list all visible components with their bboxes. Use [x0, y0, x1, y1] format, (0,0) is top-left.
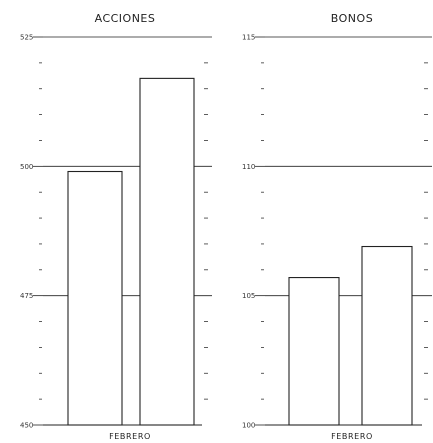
bonos-bar-1: [288, 277, 340, 426]
acciones-bar-1: [67, 170, 123, 426]
acciones-chart-title: ACCIONES: [95, 12, 156, 25]
bonos-xlabel: FEBRERO: [331, 432, 373, 441]
acciones-ytick-label: 475: [20, 292, 33, 300]
bonos-panel: BONOS FEBRERO 100 105 110 115: [242, 12, 432, 441]
bonos-ytick-label: 115: [242, 34, 255, 42]
acciones-panel: ACCIONES FEBRERO 450 475 500 525: [20, 12, 212, 441]
acciones-ytick-label: 450: [20, 422, 33, 430]
acciones-ytick-label: 500: [20, 163, 33, 171]
bonos-ytick-label: 110: [242, 163, 255, 171]
acciones-bar-2: [139, 77, 195, 426]
bonos-bar-2: [361, 245, 413, 426]
acciones-xlabel: FEBRERO: [109, 432, 151, 441]
acciones-ytick-label: 525: [20, 34, 33, 42]
bonos-chart-title: BONOS: [331, 12, 373, 25]
bonos-ytick-label: 100: [242, 422, 255, 430]
bonos-ytick-label: 105: [242, 292, 255, 300]
